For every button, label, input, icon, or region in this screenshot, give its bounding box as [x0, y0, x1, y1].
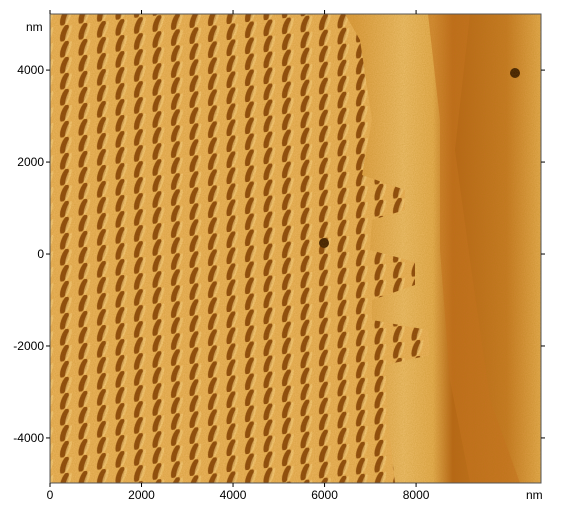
frame [49, 13, 542, 484]
x-tick-label: 0 [47, 488, 54, 502]
y-tick-label: 0 [37, 247, 44, 261]
y-tick-label: -2000 [13, 339, 44, 353]
afm-image [50, 14, 541, 483]
y-tick-label: 2000 [17, 155, 44, 169]
x-tick-label: 8000 [403, 488, 430, 502]
y-tick-label: -4000 [13, 431, 44, 445]
x-tick-label: 6000 [311, 488, 338, 502]
y-tick-label: 4000 [17, 63, 44, 77]
y-unit: nm [26, 20, 43, 34]
x-tick-label: 2000 [128, 488, 155, 502]
x-unit: nm [526, 488, 543, 502]
x-tick-label: 4000 [220, 488, 247, 502]
